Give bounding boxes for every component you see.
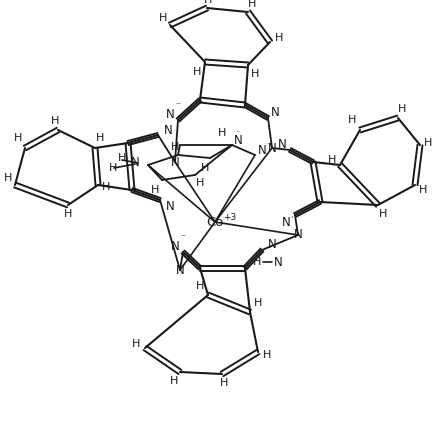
Text: H: H: [4, 173, 12, 183]
Text: H: H: [196, 281, 204, 291]
Text: N: N: [268, 141, 276, 155]
Text: H: H: [275, 33, 283, 43]
Text: H: H: [171, 142, 179, 152]
Text: H: H: [14, 133, 22, 143]
Text: N: N: [166, 107, 174, 121]
Text: N: N: [171, 239, 179, 253]
Text: N: N: [131, 155, 139, 169]
Text: H: H: [253, 257, 261, 267]
Text: H: H: [51, 116, 59, 126]
Text: H: H: [170, 376, 178, 386]
Text: N: N: [278, 138, 286, 150]
Text: H: H: [328, 155, 336, 165]
Text: H: H: [398, 104, 406, 114]
Text: H: H: [220, 378, 228, 388]
Text: ⁻: ⁻: [181, 233, 186, 243]
Text: ⁻: ⁻: [267, 141, 271, 150]
Text: N: N: [164, 124, 172, 136]
Text: N: N: [271, 106, 279, 120]
Text: ʹ: ʹ: [291, 216, 293, 225]
Text: H: H: [348, 115, 356, 125]
Text: H: H: [196, 178, 204, 188]
Text: H: H: [132, 339, 140, 349]
Text: N: N: [166, 201, 174, 213]
Text: H: H: [379, 209, 387, 219]
Text: H: H: [151, 185, 159, 195]
Text: N: N: [171, 155, 179, 169]
Text: +3: +3: [223, 213, 236, 222]
Text: ⁻: ⁻: [186, 257, 190, 267]
Text: H: H: [254, 298, 262, 308]
Text: H: H: [251, 69, 259, 79]
Text: Co: Co: [206, 216, 224, 228]
Text: H: H: [109, 163, 117, 173]
Text: H: H: [159, 13, 167, 23]
Text: H: H: [424, 138, 432, 148]
Text: H: H: [248, 0, 256, 9]
Text: H: H: [263, 350, 271, 360]
Text: N: N: [281, 216, 291, 228]
Text: H: H: [102, 182, 110, 192]
Text: N: N: [294, 228, 302, 242]
Text: H: H: [218, 128, 226, 138]
Text: H: H: [64, 209, 72, 219]
Text: N: N: [274, 256, 282, 268]
Text: N: N: [234, 133, 242, 147]
Text: H: H: [204, 0, 212, 5]
Text: H: H: [193, 67, 201, 77]
Text: N: N: [258, 144, 266, 156]
Text: N: N: [176, 264, 184, 276]
Text: H: H: [419, 185, 427, 195]
Text: H: H: [201, 163, 209, 173]
Text: ⁻: ⁻: [175, 101, 181, 111]
Text: ⁻: ⁻: [236, 129, 240, 138]
Text: H: H: [96, 133, 104, 143]
Text: H: H: [118, 153, 126, 163]
Text: N: N: [268, 239, 276, 251]
